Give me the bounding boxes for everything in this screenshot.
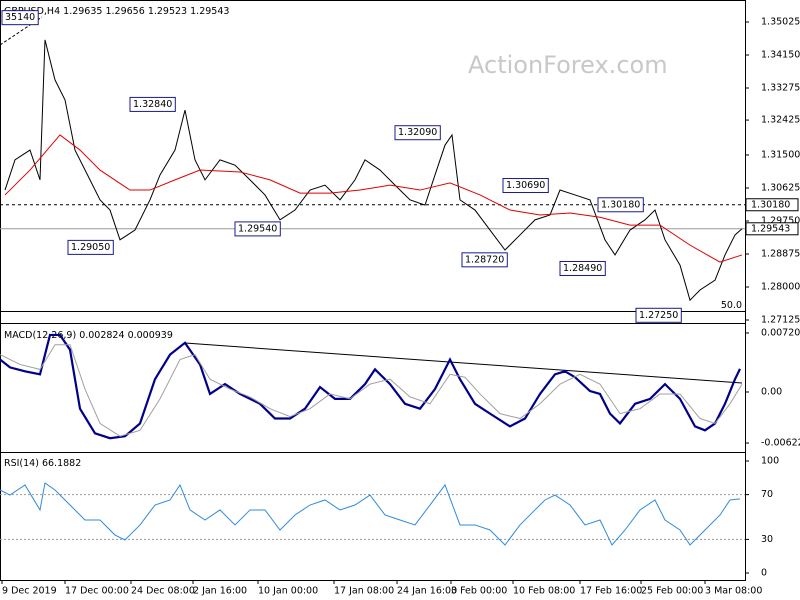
annotation-box — [502, 178, 549, 194]
series-line — [0, 344, 743, 437]
annotation-label: 1.32840 — [133, 99, 172, 110]
y-tick-label: 1.33275 — [761, 83, 800, 94]
close: 1.29543 — [190, 6, 229, 17]
annotation-box — [559, 261, 606, 277]
x-tick-label: 9 Dec 2019 — [2, 586, 57, 597]
series-line — [0, 333, 741, 440]
annotation-label: 1.29540 — [238, 223, 277, 234]
series-line — [4, 134, 743, 263]
signal-reading: 0.000939 — [128, 330, 173, 341]
low: 1.29523 — [148, 6, 187, 17]
x-tick-label: 24 Jan 16:00 — [397, 586, 457, 597]
annotation-label: 1.32090 — [398, 127, 437, 138]
x-tick-label: 17 Feb 16:00 — [580, 586, 642, 597]
level-label: 50.0 — [721, 300, 742, 311]
series-line — [0, 482, 741, 546]
annotation-label: 1.30690 — [506, 180, 545, 191]
y-tick-label: 1.28875 — [761, 248, 800, 259]
x-tick-label: 10 Feb 08:00 — [513, 586, 575, 597]
y-tick-label: 70 — [761, 489, 773, 500]
annotation-box — [597, 197, 644, 213]
annotation-label: 1.29050 — [71, 242, 110, 253]
y-tick-label: 0.00 — [761, 386, 782, 397]
x-tick-label: 17 Jan 08:00 — [334, 586, 394, 597]
annotation-box — [234, 221, 281, 237]
y-tick-label: 0.007201 — [761, 327, 800, 338]
y-tick-label: 1.30625 — [761, 182, 800, 193]
y-tick-label: 1.35025 — [761, 17, 800, 28]
annotation-box — [129, 96, 176, 112]
annotation-box — [635, 307, 682, 323]
macd-name: MACD(12,26,9) — [4, 330, 76, 341]
series-line — [4, 39, 743, 302]
annotation-label: 1.28720 — [465, 254, 504, 265]
price-box — [745, 222, 799, 236]
price-box-label: 1.29543 — [751, 223, 790, 234]
x-tick-label: 2 Jan 16:00 — [193, 586, 247, 597]
annotation-box — [1, 10, 39, 26]
y-tick-label: 1.28000 — [761, 281, 800, 292]
annotation-box — [394, 125, 441, 141]
annotation-label: 1.28490 — [563, 263, 602, 274]
annotation-label: 1.27250 — [639, 310, 678, 321]
price-box — [745, 198, 799, 212]
high: 1.29656 — [105, 6, 144, 17]
y-tick-label: 0 — [761, 568, 767, 579]
x-tick-label: 17 Dec 00:00 — [65, 586, 129, 597]
rsi-reading: 66.1882 — [42, 458, 81, 469]
rsi-name: RSI(14) — [4, 458, 39, 469]
watermark: ActionForex.com — [468, 51, 668, 79]
macd-header: MACD(12,26,9) 0.002824 0.000939 — [4, 330, 173, 341]
x-tick-label: 3 Feb 00:00 — [451, 586, 507, 597]
x-tick-label: 24 Dec 08:00 — [131, 586, 195, 597]
annotation-box — [461, 252, 508, 268]
y-tick-label: 30 — [761, 534, 773, 545]
y-tick-label: 100 — [761, 456, 779, 467]
macd-reading: 0.002824 — [79, 330, 124, 341]
y-tick-label: 1.29750 — [761, 215, 800, 226]
annotation-label: 1.30180 — [601, 199, 640, 210]
y-tick-label: -0.006229 — [761, 438, 800, 449]
rsi-header: RSI(14) 66.1882 — [4, 458, 81, 469]
macd-trend-line — [184, 342, 743, 384]
price-box-label: 1.30180 — [751, 199, 790, 210]
frame — [0, 0, 746, 581]
open: 1.29635 — [63, 6, 102, 17]
x-tick-label: 3 Mar 08:00 — [705, 586, 762, 597]
x-tick-label: 25 Feb 00:00 — [641, 586, 703, 597]
annotation-box — [67, 239, 114, 255]
y-tick-label: 1.34150 — [761, 50, 800, 61]
annotation-label: 35140 — [5, 12, 35, 23]
x-tick-label: 10 Jan 00:00 — [258, 586, 318, 597]
y-tick-label: 1.31500 — [761, 149, 800, 160]
y-tick-label: 1.32425 — [761, 115, 800, 126]
y-tick-label: 1.27125 — [761, 315, 800, 326]
